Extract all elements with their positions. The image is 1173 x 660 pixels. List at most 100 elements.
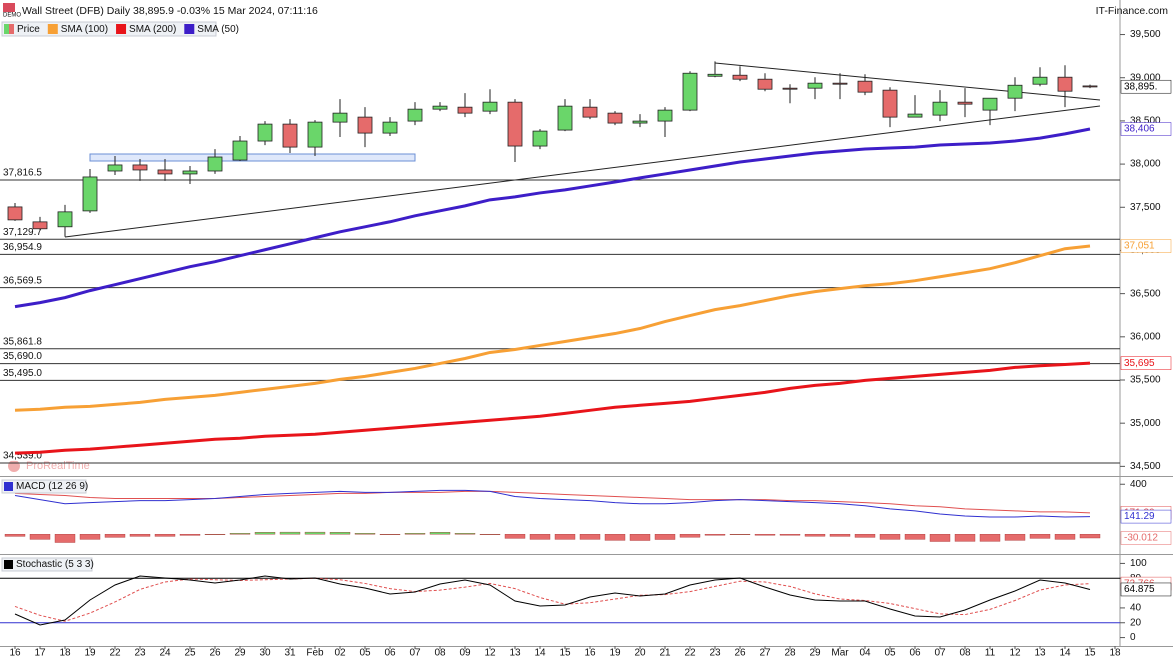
histogram-bar xyxy=(854,534,876,538)
x-tick-label: 29 xyxy=(809,648,821,659)
y-tick-label: 36,500 xyxy=(1130,288,1161,299)
histogram-bar xyxy=(529,534,551,540)
price-tag-bg xyxy=(1120,79,1172,94)
level-label-bg xyxy=(1,449,41,461)
x-tick-label: 14 xyxy=(534,648,546,659)
x-tick-label: 16 xyxy=(584,648,596,659)
price-tag: -30.012 xyxy=(1124,533,1158,544)
level-label-bg xyxy=(1,335,41,347)
candle-body xyxy=(182,170,198,175)
histogram-bar xyxy=(254,532,276,535)
legend-label: SMA (200) xyxy=(129,24,176,35)
legend-swatch xyxy=(9,24,14,34)
level-label: 35,495.0 xyxy=(3,368,42,379)
candle-body xyxy=(232,140,248,161)
x-tick-label: 08 xyxy=(959,648,971,659)
brand: IT-Finance.com xyxy=(1096,5,1169,17)
level-label-bg xyxy=(1,166,41,178)
y-tick-label: 39,500 xyxy=(1130,29,1161,40)
candle-body xyxy=(982,97,998,111)
price-tag-bg xyxy=(1120,582,1172,597)
price-tag-bg xyxy=(1120,356,1172,370)
candle-body xyxy=(832,82,848,85)
x-tick-label: 27 xyxy=(759,648,771,659)
x-tick-label: 21 xyxy=(659,648,671,659)
x-tick-label: 24 xyxy=(159,648,171,659)
level-label-bg xyxy=(1,274,41,286)
level-label: 36,954.9 xyxy=(3,242,42,253)
stoch-k-line xyxy=(14,575,1091,626)
x-tick-label: 05 xyxy=(884,648,896,659)
histogram-bar xyxy=(729,534,751,535)
candle-body xyxy=(507,101,523,147)
candle-body xyxy=(857,80,873,93)
x-tick-label: 07 xyxy=(409,648,421,659)
legend-label: SMA (50) xyxy=(197,24,239,35)
candle-body xyxy=(532,130,548,147)
histogram-bar xyxy=(479,534,501,535)
y-tick-label: 36,000 xyxy=(1130,331,1161,342)
histogram-bar xyxy=(754,534,776,536)
candle-body xyxy=(907,113,923,118)
legend-swatch xyxy=(116,24,127,34)
x-tick-label: 19 xyxy=(609,648,621,659)
x-tick-label: 31 xyxy=(284,648,296,659)
signal-line xyxy=(14,490,1091,514)
price-tag: 141.29 xyxy=(1124,511,1155,522)
histogram-bar xyxy=(79,534,101,540)
x-tick-label: 09 xyxy=(459,648,471,659)
x-tick-label: 18 xyxy=(59,648,71,659)
y-tick-label: 20 xyxy=(1130,617,1142,628)
histogram-bar xyxy=(404,533,426,535)
sma-line xyxy=(14,361,1091,455)
chart-title: Wall Street (DFB) Daily 38,895.9 -0.03% … xyxy=(22,5,318,17)
y-tick-label: 400 xyxy=(1130,479,1147,490)
x-tick-label: 19 xyxy=(84,648,96,659)
x-tick-label: 23 xyxy=(134,648,146,659)
y-tick-label: 37,500 xyxy=(1130,202,1161,213)
candle-body xyxy=(782,87,798,90)
candle-body xyxy=(757,78,773,90)
candle-body xyxy=(557,105,573,131)
legend-label: Price xyxy=(17,24,40,35)
histogram-bar xyxy=(54,534,76,543)
y-tick-label: 0 xyxy=(1130,632,1136,643)
indicator-swatch xyxy=(4,560,13,569)
trendline xyxy=(64,105,1101,238)
histogram-bar xyxy=(229,533,251,535)
histogram-bar xyxy=(629,534,651,541)
histogram-bar xyxy=(1079,534,1101,539)
histogram-bar xyxy=(579,534,601,540)
candle-body xyxy=(282,123,298,148)
histogram-bar xyxy=(304,531,326,535)
histogram-bar xyxy=(504,534,526,539)
logo xyxy=(3,3,15,12)
candle-body xyxy=(32,221,48,230)
histogram-bar xyxy=(354,533,376,535)
candle-body xyxy=(382,121,398,134)
level-label-bg xyxy=(1,241,41,253)
histogram-bar xyxy=(4,534,26,537)
candle-body xyxy=(82,176,98,212)
indicator-legend-bg xyxy=(1,557,93,572)
histogram-bar xyxy=(904,534,926,540)
level-label: 37,816.5 xyxy=(3,168,42,179)
histogram-bar xyxy=(879,534,901,540)
x-tick-label: 02 xyxy=(334,648,346,659)
price-tag: 37,051 xyxy=(1124,241,1155,252)
candle-body xyxy=(807,82,823,89)
y-tick-label: 35,500 xyxy=(1130,375,1161,386)
support-zone xyxy=(89,153,416,162)
histogram-bar xyxy=(29,534,51,540)
x-tick-label: 30 xyxy=(259,648,271,659)
x-tick-label: 14 xyxy=(1059,648,1071,659)
level-label-bg xyxy=(1,350,41,362)
candle-body xyxy=(632,120,648,124)
y-tick-label: 100 xyxy=(1130,558,1147,569)
price-tag-bg xyxy=(1120,531,1172,545)
x-tick-label: 07 xyxy=(934,648,946,659)
x-tick-label: 28 xyxy=(784,648,796,659)
level-label: 35,861.8 xyxy=(3,336,42,347)
level-label: 37,129.7 xyxy=(3,227,42,238)
histogram-bar xyxy=(979,534,1001,542)
